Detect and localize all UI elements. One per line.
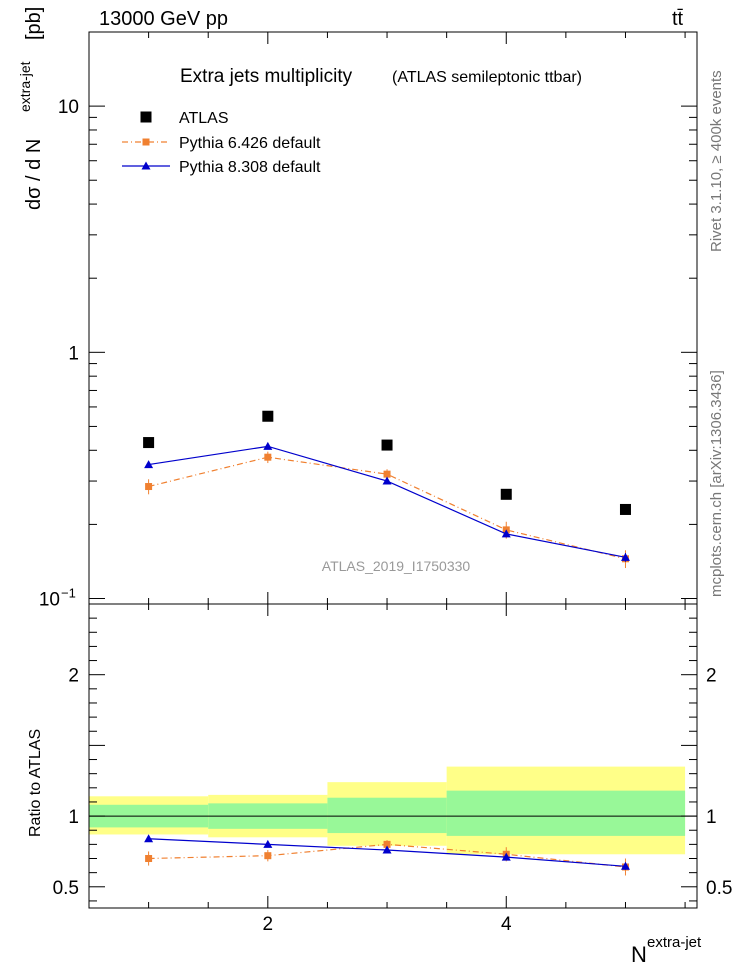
ratio-point <box>264 852 272 860</box>
y-axis-label: dσ / d N <box>23 139 45 210</box>
ratio-y-tick-label: 1 <box>68 807 79 828</box>
data-point <box>382 476 392 485</box>
legend-label: ATLAS <box>179 110 229 127</box>
legend: ATLAS Pythia 6.426 default Pythia 8.308 de… <box>122 110 321 176</box>
ratio-y-tick-label: 0.5 <box>53 878 79 899</box>
legend-marker <box>142 138 150 146</box>
y-tick-label: 10 <box>39 590 60 611</box>
energy-label: 13000 GeV pp <box>99 8 228 30</box>
data-point <box>263 441 273 450</box>
x-axis-label-superscript: extra-jet <box>647 934 702 951</box>
ratio-point <box>383 840 391 848</box>
ratio-point <box>263 839 273 848</box>
uncertainty-band-inner <box>327 797 447 834</box>
ratio-frame <box>88 603 698 909</box>
ratio-point <box>144 834 154 843</box>
data-point <box>143 437 155 449</box>
ratio-point <box>382 845 392 854</box>
y-axis-label-group: dσ / d N extra-jet [pb] <box>17 7 45 210</box>
data-point <box>383 470 391 478</box>
legend-label: Pythia 8.308 default <box>179 159 321 176</box>
legend-label: Pythia 6.426 default <box>179 135 321 152</box>
legend-marker <box>140 111 152 123</box>
data-point <box>619 503 631 515</box>
ratio-point <box>501 852 511 861</box>
series-line <box>148 445 626 558</box>
chart-subtitle: (ATLAS semileptonic ttbar) <box>392 69 582 86</box>
x-tick-label: 2 <box>263 914 274 935</box>
ratio-axis-label-group: Ratio to ATLAS <box>27 729 44 837</box>
y-axis-label-unit: [pb] <box>23 7 45 40</box>
ratio-point <box>145 855 153 863</box>
x-axis-label: N <box>631 942 647 967</box>
ratio-y-tick-label-right: 1 <box>706 807 717 828</box>
ratio-y-tick-label: 2 <box>68 666 79 687</box>
data-point <box>262 410 274 422</box>
analysis-watermark: ATLAS_2019_I1750330 <box>322 558 471 574</box>
data-point <box>500 488 512 500</box>
data-point <box>144 460 154 469</box>
legend-marker <box>141 161 151 170</box>
series-2-main <box>144 441 630 870</box>
data-point <box>501 529 511 538</box>
x-tick-label: 4 <box>501 914 512 935</box>
data-point <box>620 552 630 561</box>
y-axis-label-superscript: extra-jet <box>17 61 33 112</box>
chart-title: Extra jets multiplicity <box>180 66 353 87</box>
data-point <box>381 439 393 451</box>
ratio-y-tick-label-right: 0.5 <box>706 878 732 899</box>
ratio-axis-label: Ratio to ATLAS <box>27 729 44 837</box>
series-0-main <box>143 410 631 515</box>
uncertainty-band-inner <box>446 790 686 836</box>
process-label: tt̄ <box>672 8 684 30</box>
y-tick-label: 1 <box>68 343 79 364</box>
ratio-y-tick-label-right: 2 <box>706 666 717 687</box>
data-point <box>145 483 153 491</box>
y-tick-label-exponent: −1 <box>61 586 76 601</box>
y-tick-label: 10 <box>58 97 79 118</box>
data-point <box>264 453 272 461</box>
ratio-point <box>620 861 630 870</box>
